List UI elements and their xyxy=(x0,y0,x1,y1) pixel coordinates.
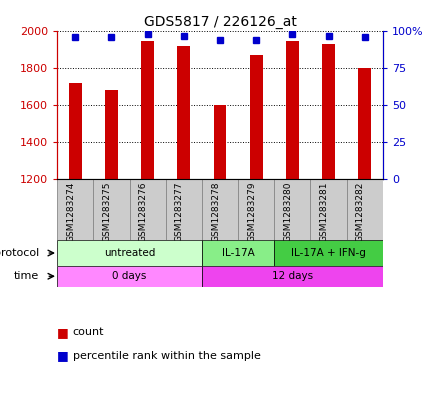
Text: GSM1283277: GSM1283277 xyxy=(175,182,184,242)
Text: 0 days: 0 days xyxy=(112,271,147,281)
Bar xyxy=(238,178,274,241)
Text: GSM1283274: GSM1283274 xyxy=(66,182,75,242)
Text: GSM1283282: GSM1283282 xyxy=(356,182,365,242)
Bar xyxy=(202,266,383,287)
Text: 12 days: 12 days xyxy=(272,271,313,281)
Text: count: count xyxy=(73,327,104,337)
Text: ■: ■ xyxy=(57,349,69,362)
Text: IL-17A: IL-17A xyxy=(222,248,254,258)
Bar xyxy=(93,178,129,241)
Text: GSM1283280: GSM1283280 xyxy=(283,182,292,242)
Bar xyxy=(177,46,190,178)
Bar xyxy=(57,266,202,287)
Bar xyxy=(347,178,383,241)
Bar xyxy=(129,178,166,241)
Bar xyxy=(69,83,82,178)
Bar xyxy=(322,44,335,178)
Bar xyxy=(274,241,383,266)
Bar xyxy=(311,178,347,241)
Bar xyxy=(286,40,299,178)
Bar xyxy=(202,241,274,266)
Text: percentile rank within the sample: percentile rank within the sample xyxy=(73,351,260,361)
Bar xyxy=(141,40,154,178)
Bar xyxy=(214,105,226,178)
Text: GSM1283278: GSM1283278 xyxy=(211,182,220,242)
Bar xyxy=(57,178,93,241)
Bar xyxy=(250,55,263,178)
Bar xyxy=(57,241,202,266)
Bar xyxy=(359,68,371,178)
Bar xyxy=(105,90,118,178)
Text: GSM1283276: GSM1283276 xyxy=(139,182,148,242)
Text: IL-17A + IFN-g: IL-17A + IFN-g xyxy=(291,248,366,258)
Text: untreated: untreated xyxy=(104,248,155,258)
Text: time: time xyxy=(14,271,39,281)
Title: GDS5817 / 226126_at: GDS5817 / 226126_at xyxy=(143,15,297,29)
Text: GSM1283275: GSM1283275 xyxy=(103,182,111,242)
Bar xyxy=(274,178,311,241)
Text: protocol: protocol xyxy=(0,248,39,258)
Text: GSM1283279: GSM1283279 xyxy=(247,182,256,242)
Text: GSM1283281: GSM1283281 xyxy=(319,182,329,242)
Bar xyxy=(202,178,238,241)
Text: ■: ■ xyxy=(57,325,69,339)
Bar xyxy=(166,178,202,241)
